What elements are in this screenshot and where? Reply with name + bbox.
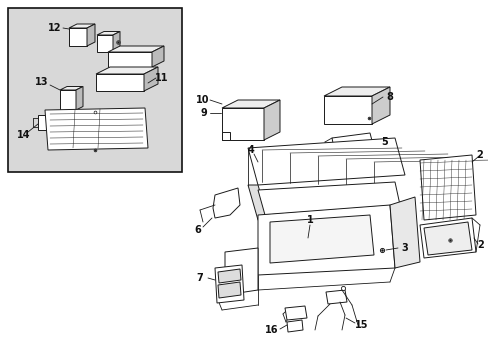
Polygon shape	[218, 282, 241, 298]
Text: 1: 1	[306, 215, 313, 225]
Polygon shape	[324, 87, 389, 96]
Polygon shape	[247, 185, 267, 220]
Polygon shape	[258, 182, 399, 215]
Polygon shape	[218, 269, 241, 283]
Polygon shape	[222, 100, 280, 108]
Text: 13: 13	[35, 77, 49, 87]
Text: 10: 10	[196, 95, 209, 105]
Text: 11: 11	[155, 73, 168, 83]
Text: 2: 2	[477, 240, 484, 250]
Polygon shape	[97, 35, 113, 52]
Polygon shape	[324, 96, 371, 124]
Bar	[8, 8, 182, 172]
Polygon shape	[325, 290, 346, 304]
Text: 14: 14	[17, 130, 31, 140]
Polygon shape	[45, 108, 148, 150]
Text: 3: 3	[401, 243, 407, 253]
Polygon shape	[76, 86, 83, 110]
Polygon shape	[389, 197, 419, 268]
Polygon shape	[222, 132, 229, 140]
Polygon shape	[97, 32, 120, 35]
Polygon shape	[258, 205, 394, 275]
Text: 8: 8	[386, 92, 393, 102]
Polygon shape	[143, 67, 158, 91]
Polygon shape	[264, 100, 280, 140]
Text: 7: 7	[196, 273, 203, 283]
Polygon shape	[60, 90, 76, 110]
Polygon shape	[419, 155, 475, 220]
Polygon shape	[224, 248, 258, 295]
Polygon shape	[60, 86, 83, 90]
Polygon shape	[213, 188, 240, 218]
Polygon shape	[96, 74, 143, 91]
Polygon shape	[113, 32, 120, 52]
Polygon shape	[108, 46, 163, 52]
Polygon shape	[247, 138, 404, 185]
Text: 12: 12	[48, 23, 61, 33]
Polygon shape	[215, 265, 244, 303]
Polygon shape	[286, 320, 303, 332]
Polygon shape	[371, 87, 389, 124]
Polygon shape	[331, 133, 374, 158]
Text: 4: 4	[247, 145, 254, 155]
Polygon shape	[423, 222, 471, 255]
Polygon shape	[69, 28, 87, 46]
Polygon shape	[108, 52, 152, 67]
Text: 9: 9	[200, 108, 207, 118]
Polygon shape	[269, 215, 373, 263]
Polygon shape	[419, 218, 475, 258]
Polygon shape	[96, 67, 158, 74]
Polygon shape	[222, 108, 264, 140]
Polygon shape	[285, 306, 306, 320]
Text: 16: 16	[264, 325, 278, 335]
Text: 2: 2	[476, 150, 482, 160]
Text: 15: 15	[354, 320, 368, 330]
Polygon shape	[152, 46, 163, 67]
Polygon shape	[69, 24, 95, 28]
Text: 5: 5	[381, 137, 387, 147]
Polygon shape	[38, 115, 47, 130]
Polygon shape	[87, 24, 95, 46]
Text: 6: 6	[194, 225, 201, 235]
